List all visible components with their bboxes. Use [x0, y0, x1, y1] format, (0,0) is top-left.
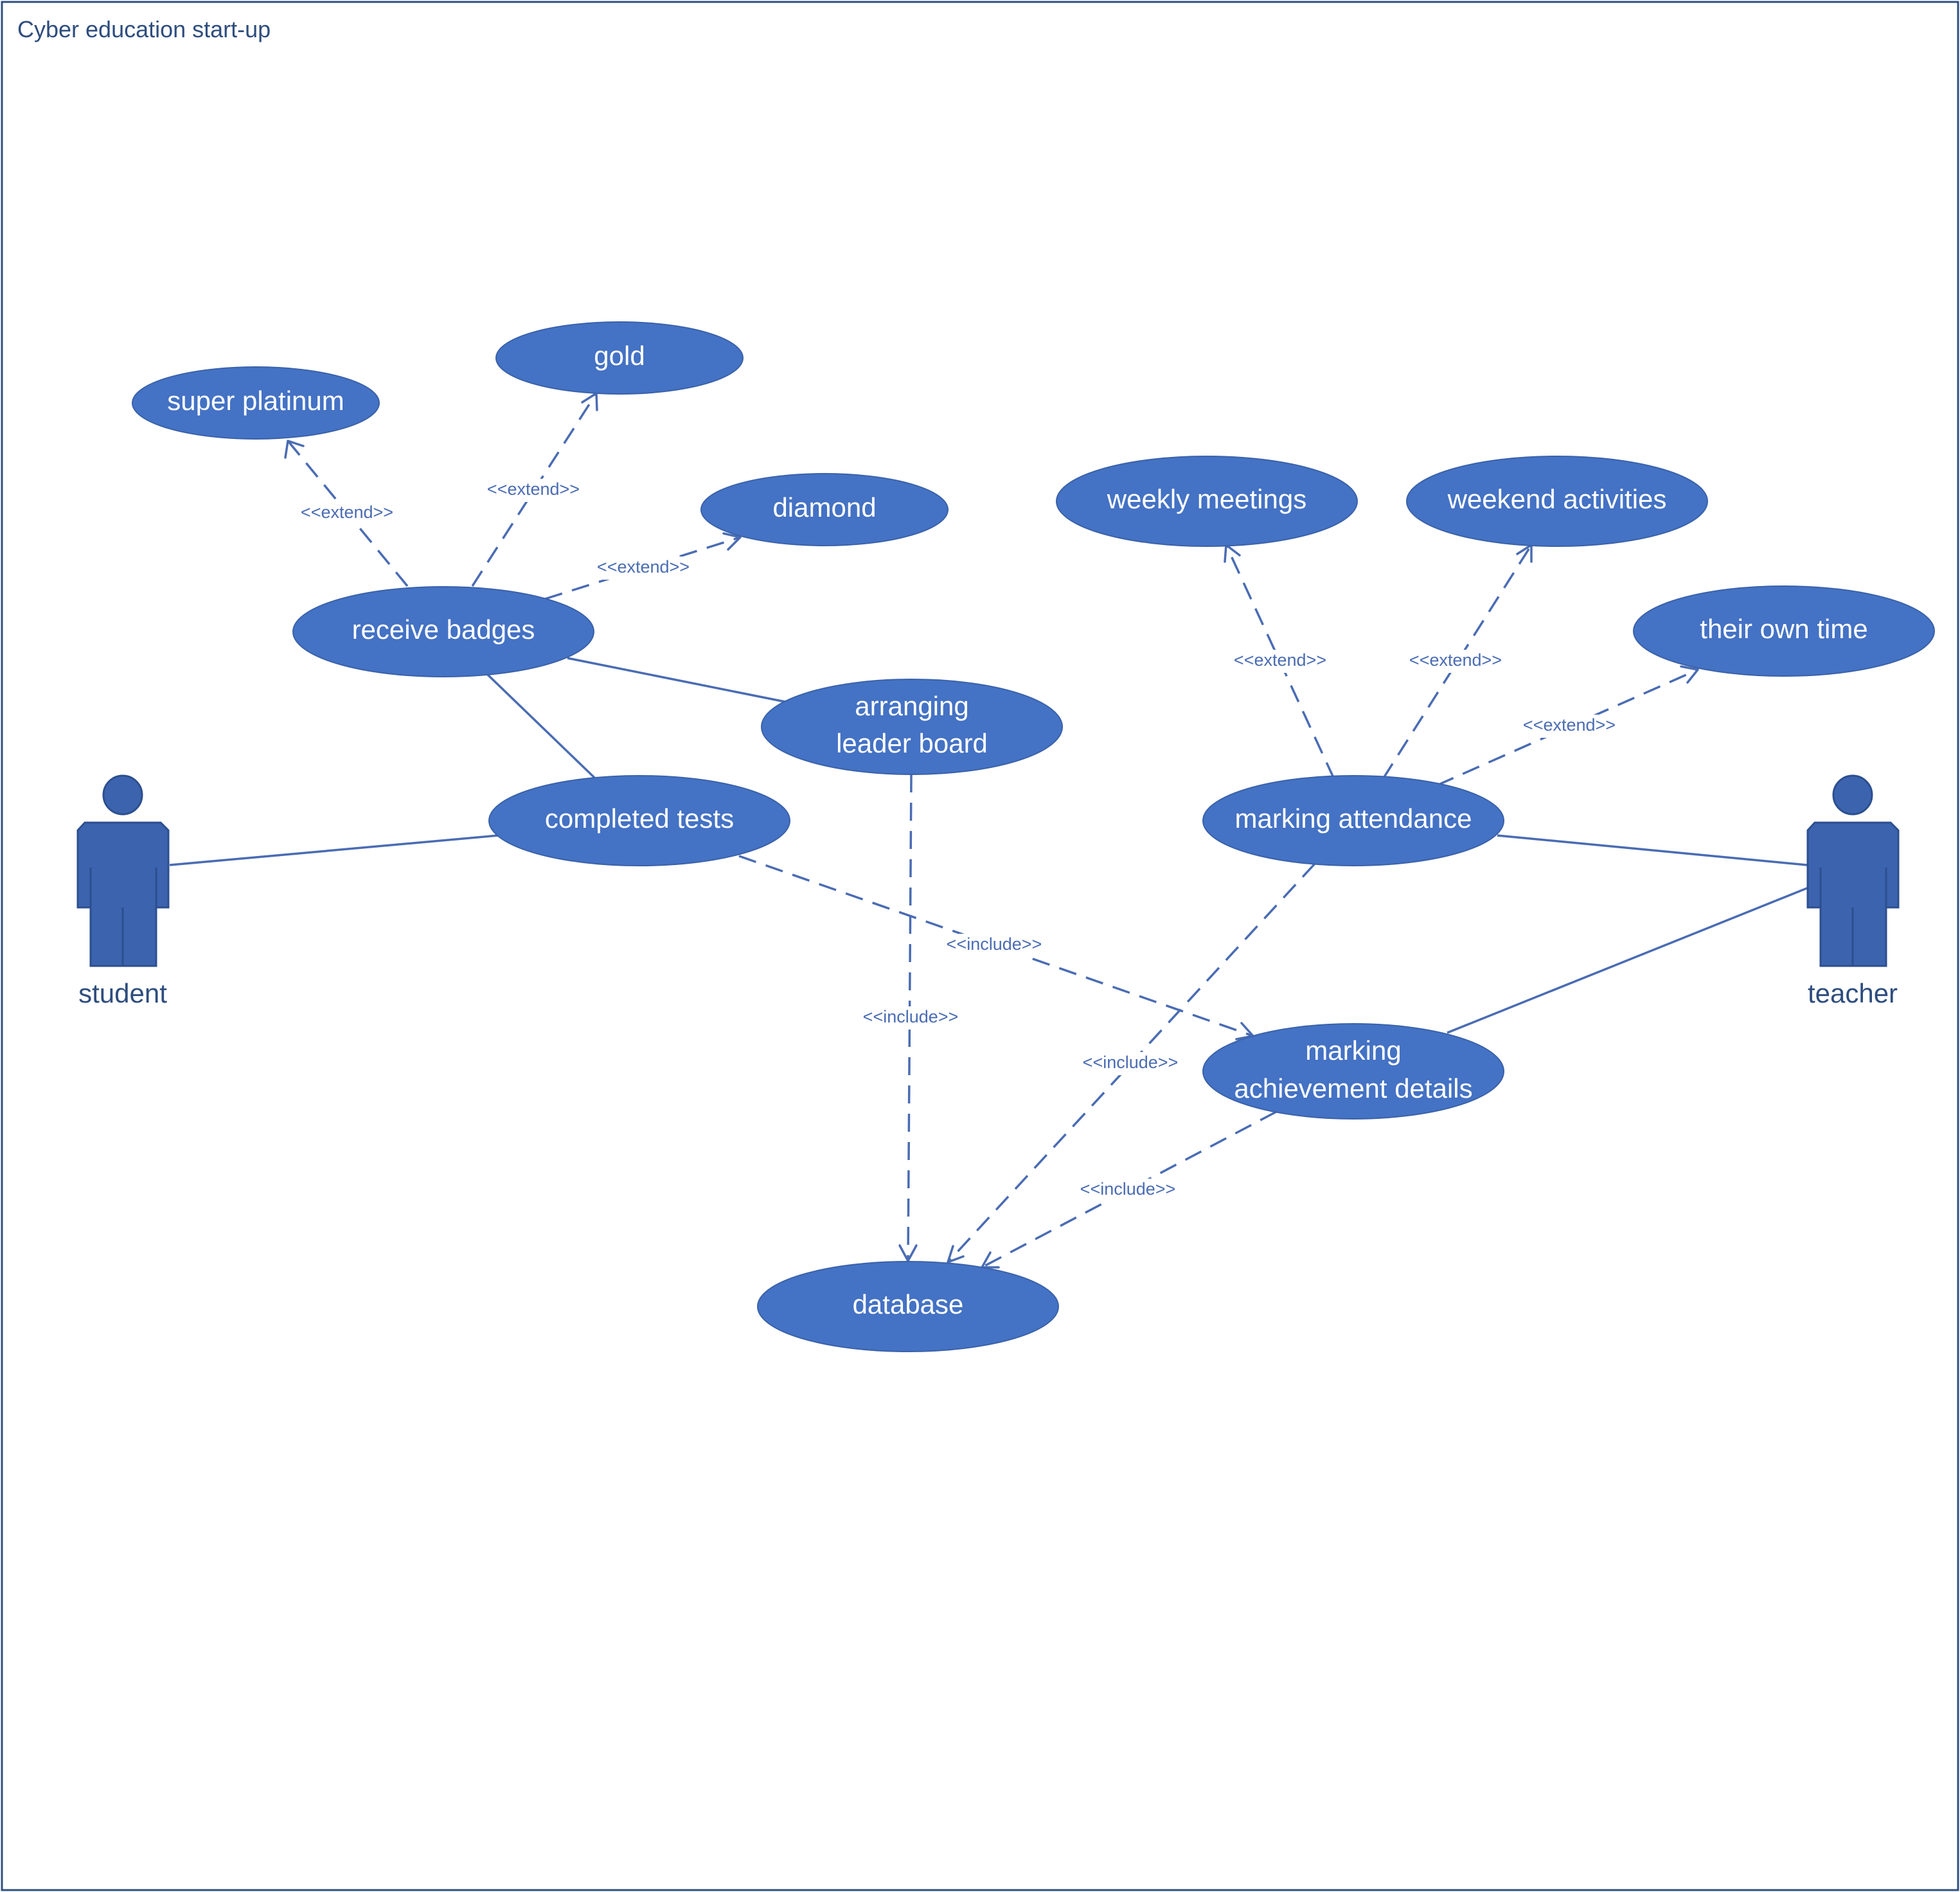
include-label-marking-achievement: <<include>>	[1080, 1179, 1176, 1199]
use-case-weekend-activities[interactable]: weekend activities	[1406, 456, 1708, 547]
use-case-marking-achievement-details[interactable]: marking achievement details	[1202, 1023, 1504, 1120]
use-case-completed-tests[interactable]: completed tests	[488, 775, 790, 866]
assoc-student-completed-tests	[169, 834, 499, 866]
extend-label-weekend-activities: <<extend>>	[1409, 650, 1502, 670]
include-label-marking-attendance: <<include>>	[1083, 1053, 1179, 1072]
use-case-label: weekly meetings	[1107, 484, 1306, 514]
use-case-label: super platinum	[167, 386, 344, 416]
use-case-database[interactable]: database	[757, 1261, 1059, 1352]
use-case-label-line-1: arranging	[855, 691, 968, 721]
assoc-receive-badges-arranging	[567, 657, 786, 703]
use-case-diamond[interactable]: diamond	[700, 473, 949, 546]
assoc-marking-attendance-teacher	[1497, 834, 1808, 866]
use-case-label: their own time	[1700, 614, 1867, 644]
actor-body-icon	[1806, 821, 1900, 967]
use-case-label: gold	[594, 341, 645, 371]
extend-label-their-own-time: <<extend>>	[1523, 715, 1616, 735]
use-case-label: marking attendance	[1235, 803, 1472, 834]
actor-label: student	[78, 978, 167, 1008]
include-arrowhead-database-from-attendance	[947, 1245, 965, 1263]
extend-label-weekly-meetings: <<extend>>	[1234, 650, 1326, 670]
actor-teacher[interactable]: teacher	[1806, 774, 1900, 1008]
include-label-arranging: <<include>>	[863, 1007, 959, 1026]
use-case-their-own-time[interactable]: their own time	[1633, 585, 1935, 677]
include-label-completed-tests: <<include>>	[947, 934, 1042, 954]
use-case-label: receive badges	[352, 614, 535, 645]
use-case-receive-badges[interactable]: receive badges	[292, 586, 594, 677]
actor-label: teacher	[1808, 978, 1898, 1008]
associations	[169, 657, 1808, 1034]
use-case-label: diamond	[772, 492, 876, 522]
use-case-label-line-2: leader board	[836, 728, 988, 758]
actor-head-icon	[102, 774, 143, 816]
extend-label-diamond: <<extend>>	[597, 557, 690, 576]
use-case-arranging-leader-board[interactable]: arranging leader board	[761, 679, 1063, 775]
use-case-gold[interactable]: gold	[495, 321, 744, 395]
actor-body-icon	[76, 821, 170, 967]
use-case-weekly-meetings[interactable]: weekly meetings	[1056, 456, 1358, 547]
system-title: Cyber education start-up	[17, 16, 271, 42]
use-case-label-line-2: achievement details	[1234, 1073, 1472, 1103]
extend-arrowhead-their-own-time	[1680, 665, 1699, 684]
extend-label-gold: <<extend>>	[487, 479, 580, 499]
extend-arrowhead-super-platinum	[284, 440, 305, 459]
extend-arrowhead-diamond	[722, 532, 742, 551]
use-case-label-line-1: marking	[1305, 1035, 1401, 1066]
assoc-receive-badges-completed-tests	[485, 672, 596, 779]
use-case-label: weekend activities	[1447, 484, 1667, 514]
stereotype-labels: <<extend>> <<extend>> <<extend>> <<exten…	[292, 479, 1624, 1202]
actor-head-icon	[1832, 774, 1873, 816]
use-case-label: database	[853, 1289, 964, 1319]
assoc-marking-achievement-teacher	[1447, 887, 1808, 1034]
extend-line-weekend-activities	[1382, 544, 1533, 780]
extend-label-super-platinum: <<extend>>	[301, 503, 393, 522]
use-case-marking-attendance[interactable]: marking attendance	[1202, 775, 1504, 866]
use-case-label: completed tests	[545, 803, 734, 834]
use-case-super-platinum[interactable]: super platinum	[132, 366, 380, 440]
actor-student[interactable]: student	[76, 774, 170, 1008]
